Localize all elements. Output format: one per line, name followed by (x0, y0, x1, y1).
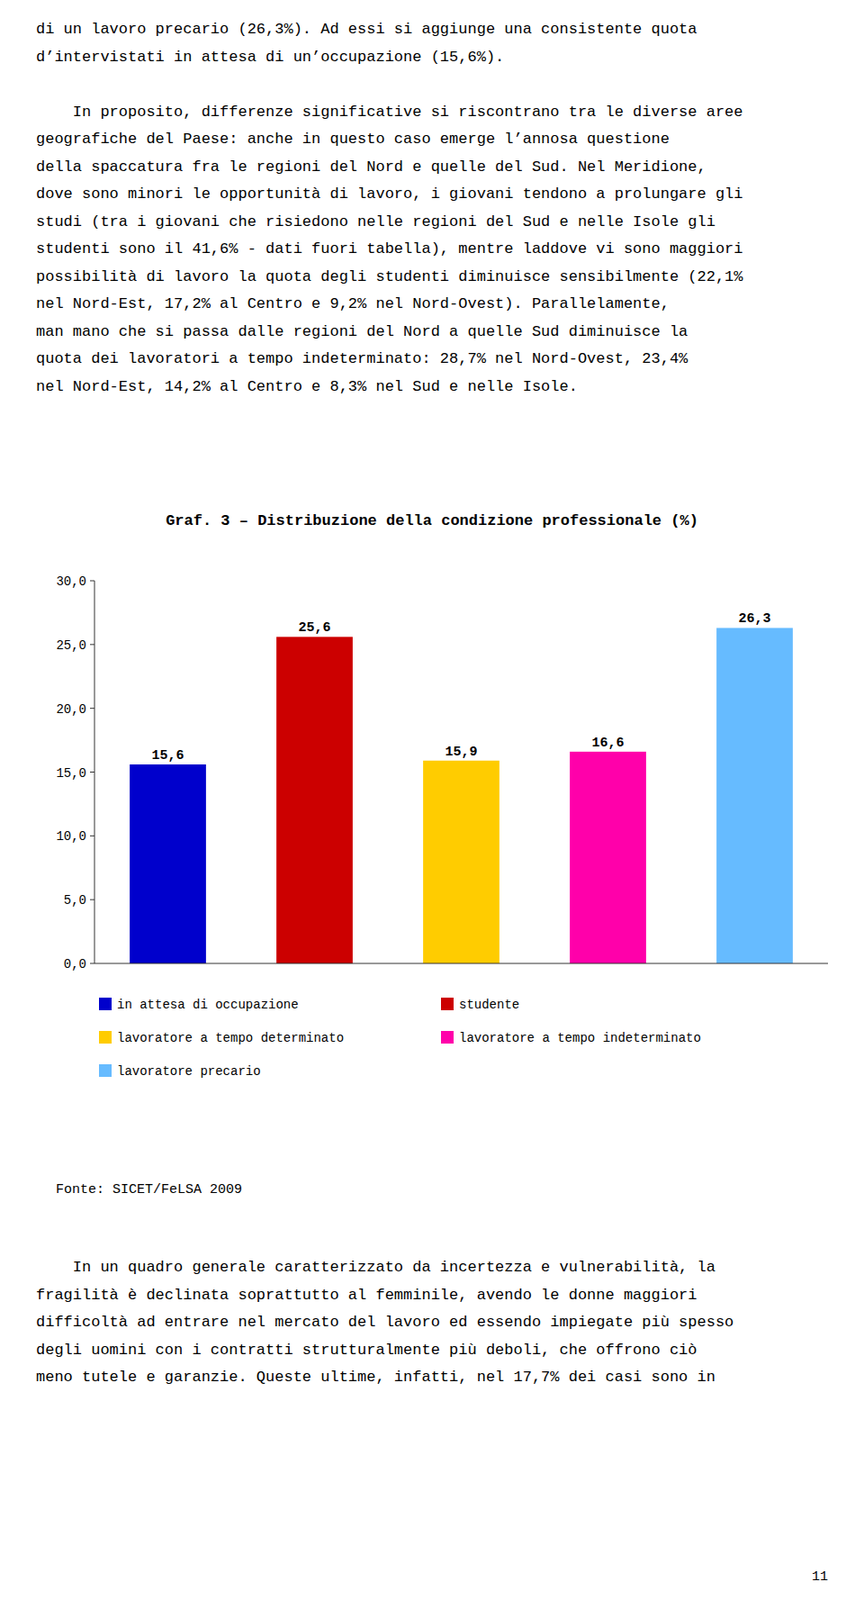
legend-label: lavoratore precario (117, 1063, 261, 1079)
body-text: geografiche del Paese: anche in questo c… (36, 130, 670, 148)
data-label: 15,6 (151, 747, 184, 764)
data-label: 15,9 (444, 744, 477, 760)
body-text: quota dei lavoratori a tempo indetermina… (36, 350, 689, 368)
legend-label: lavoratore a tempo determinato (117, 1030, 344, 1045)
legend-swatch (441, 997, 454, 1010)
y-tick (90, 835, 95, 837)
y-tick (90, 580, 95, 582)
legend-swatch (99, 1063, 112, 1077)
page: di un lavoro precario (26,3%). Ad essi s… (0, 0, 864, 1600)
legend-swatch (99, 1030, 112, 1044)
legend-swatch (441, 1030, 454, 1044)
body-text: man mano che si passa dalle regioni del … (36, 323, 688, 341)
y-tick-label: 25,0 (55, 638, 87, 653)
legend-label: in attesa di occupazione (117, 997, 299, 1012)
legend-label: studente (459, 997, 520, 1012)
data-label: 16,6 (591, 735, 624, 751)
body-text: della spaccatura fra le regioni del Nord… (36, 158, 707, 176)
y-tick (90, 643, 95, 645)
y-tick (90, 963, 95, 964)
y-tick-label: 20,0 (55, 702, 87, 717)
body-text: degli uomini con i contratti strutturalm… (36, 1341, 698, 1359)
body-text: nel Nord-Est, 17,2% al Centro e 9,2% nel… (36, 295, 670, 313)
body-text: dove sono minori le opportunità di lavor… (36, 185, 744, 203)
y-axis (94, 580, 96, 963)
legend: in attesa di occupazione studente lavorato… (99, 997, 702, 1079)
data-label: 25,6 (297, 620, 331, 636)
body-text: di un lavoro precario (26,3%). Ad essi s… (36, 20, 698, 38)
chart-title: Graf. 3 – Distribuzione della condizione… (165, 512, 699, 530)
y-tick-label: 10,0 (55, 828, 87, 844)
page-number: 11 (811, 1568, 828, 1584)
body-text: d’intervistati in attesa di un’occupazio… (36, 48, 504, 66)
data-label: 26,3 (738, 611, 771, 627)
bars (129, 627, 793, 963)
source-note: Fonte: SICET/FeLSA 2009 (55, 1181, 243, 1197)
bar (716, 627, 793, 963)
y-tick (90, 899, 95, 900)
bar (276, 636, 353, 963)
body-text: meno tutele e garanzie. Queste ultime, i… (36, 1368, 716, 1386)
body-text: possibilità di lavoro la quota degli stu… (36, 268, 744, 286)
body-text: In proposito, differenze significative s… (36, 103, 744, 121)
body-text: studi (tra i giovani che risiedono nelle… (36, 213, 716, 231)
body-text: difficoltà ad entrare nel mercato del la… (36, 1313, 734, 1331)
body-text: In un quadro generale caratterizzato da … (36, 1258, 716, 1276)
bar (423, 760, 500, 963)
y-tick-label: 5,0 (63, 892, 87, 908)
bar (569, 751, 647, 963)
y-tick-label: 15,0 (55, 765, 87, 781)
body-text: fragilità è declinata soprattutto al fem… (36, 1286, 698, 1304)
body-text: studenti sono il 41,6% - dati fuori tabe… (36, 240, 744, 258)
body-text: nel Nord-Est, 14,2% al Centro e 8,3% nel… (36, 378, 578, 396)
bar (129, 764, 207, 963)
y-tick-label: 0,0 (63, 956, 87, 972)
legend-label: lavoratore a tempo indeterminato (459, 1030, 702, 1045)
x-axis (94, 963, 828, 964)
y-tick (90, 707, 95, 709)
legend-swatch (99, 997, 112, 1010)
y-tick (90, 771, 95, 773)
chart: 0,0 5,0 10,0 15,0 20,0 25,0 30,0 15,6 25,6 15,9 16… (55, 574, 828, 972)
y-tick-label: 30,0 (55, 574, 87, 589)
